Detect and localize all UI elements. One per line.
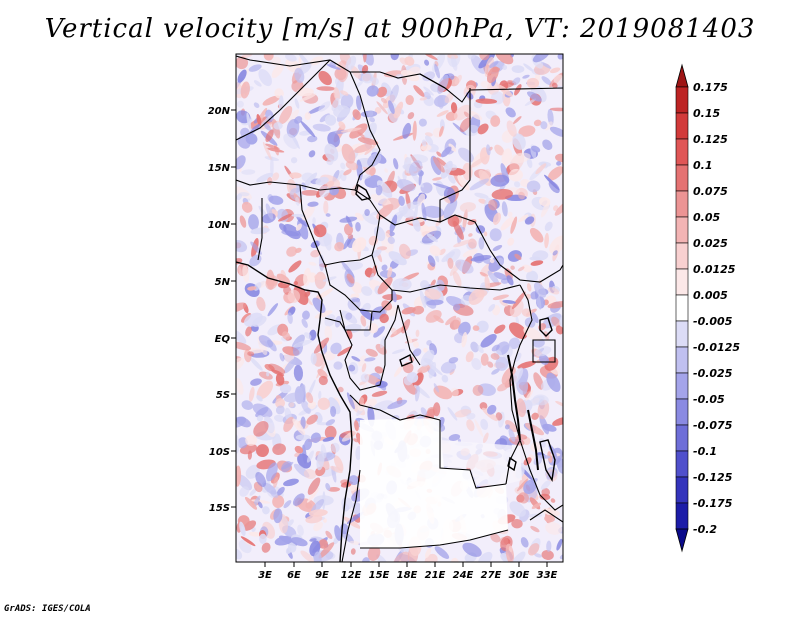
colorbar-segment xyxy=(675,216,689,244)
colorbar-label: -0.175 xyxy=(693,497,733,510)
colorbar-bottom-arrow xyxy=(675,528,689,553)
colorbar-segment xyxy=(675,138,689,166)
lon-label-24e: 24E xyxy=(453,570,474,581)
lat-label-5n: 5N xyxy=(215,277,231,288)
colorbar-label: 0.005 xyxy=(693,289,728,302)
lat-label-10s: 10S xyxy=(209,447,230,458)
colorbar-segment xyxy=(675,476,689,504)
colorbar-label: 0.175 xyxy=(693,81,728,94)
colorbar-label: 0.025 xyxy=(693,237,728,250)
colorbar-segment xyxy=(675,190,689,218)
colorbar-label: -0.1 xyxy=(693,445,717,458)
colorbar-segment xyxy=(675,450,689,478)
lon-label-33e: 33E xyxy=(537,570,558,581)
colorbar-segment xyxy=(675,242,689,270)
colorbar-segment xyxy=(675,320,689,348)
lon-label-3e: 3E xyxy=(258,570,272,581)
lon-label-30e: 30E xyxy=(509,570,530,581)
colorbar-label: -0.2 xyxy=(693,523,717,536)
longitude-axis xyxy=(264,562,548,567)
map-frame xyxy=(235,53,564,563)
colorbar-segment xyxy=(675,86,689,114)
lat-label-20n: 20N xyxy=(208,106,231,117)
colorbar-label: -0.075 xyxy=(693,419,733,432)
lat-label-15n: 15N xyxy=(208,163,231,174)
colorbar-top-arrow xyxy=(675,63,689,88)
colorbar-label: -0.005 xyxy=(693,315,733,328)
map-title: Vertical velocity [m/s] at 900hPa, VT: 2… xyxy=(44,14,756,44)
colorbar-label: -0.05 xyxy=(693,393,725,406)
colorbar-segment xyxy=(675,294,689,322)
colorbar-segment xyxy=(675,112,689,140)
lon-label-9e: 9E xyxy=(315,570,329,581)
colorbar-segment xyxy=(675,164,689,192)
lat-label-eq: EQ xyxy=(215,334,231,345)
colorbar-label: 0.075 xyxy=(693,185,728,198)
colorbar-label: 0.1 xyxy=(693,159,713,172)
lon-label-15e: 15E xyxy=(369,570,390,581)
colorbar-segment xyxy=(675,398,689,426)
colorbar-label: 0.125 xyxy=(693,133,728,146)
lat-label-5s: 5S xyxy=(216,390,230,401)
colorbar-segment xyxy=(675,372,689,400)
lat-label-15s: 15S xyxy=(209,503,230,514)
lon-label-27e: 27E xyxy=(481,570,502,581)
colorbar: 0.175 0.15 0.125 0.1 0.075 0.05 0.025 0.0125 0.0… xyxy=(675,63,740,553)
colorbar-label: -0.0125 xyxy=(693,341,740,354)
velocity-field xyxy=(236,54,563,562)
lon-label-12e: 12E xyxy=(341,570,362,581)
lon-label-18e: 18E xyxy=(397,570,418,581)
colorbar-label: 0.15 xyxy=(693,107,720,120)
colorbar-label: -0.125 xyxy=(693,471,733,484)
coastlines-lakes xyxy=(236,183,556,562)
colorbar-segment xyxy=(675,502,689,530)
colorbar-label: 0.05 xyxy=(693,211,720,224)
colorbar-label: 0.0125 xyxy=(693,263,736,276)
footer-credit: GrADS: IGES/COLA xyxy=(4,604,91,614)
colorbar-segment xyxy=(675,424,689,452)
lon-label-6e: 6E xyxy=(287,570,301,581)
colorbar-segment xyxy=(675,346,689,374)
latitude-axis xyxy=(231,109,236,508)
colorbar-label: -0.025 xyxy=(693,367,733,380)
lon-label-21e: 21E xyxy=(425,570,446,581)
colorbar-segment xyxy=(675,268,689,296)
lat-label-10n: 10N xyxy=(208,220,231,231)
